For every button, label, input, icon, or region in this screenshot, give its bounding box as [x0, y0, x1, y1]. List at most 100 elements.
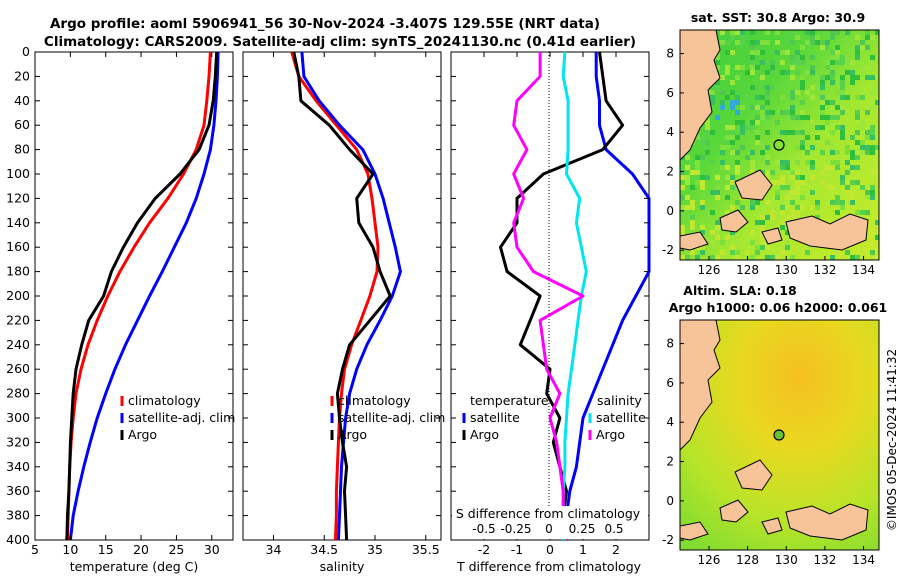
legend-salinity-title: salinity: [597, 393, 642, 408]
sst-pixel: [805, 250, 810, 255]
sst-pixel: [755, 40, 760, 45]
sst-pixel: [795, 175, 800, 180]
sst-pixel: [720, 105, 725, 110]
sst-pixel: [810, 175, 815, 180]
sst-pixel: [685, 180, 690, 185]
sst-pixel: [830, 140, 835, 145]
sst-pixel: [680, 175, 685, 180]
sst-pixel: [760, 110, 765, 115]
xtick-label: 20: [133, 542, 149, 557]
sst-pixel: [760, 105, 765, 110]
sst-pixel: [745, 70, 750, 75]
sst-pixel: [765, 215, 770, 220]
sst-pixel: [815, 85, 820, 90]
legend-argo: Argo: [128, 427, 157, 442]
sst-pixel: [810, 95, 815, 100]
sst-pixel: [695, 160, 700, 165]
sst-pixel: [835, 45, 840, 50]
sst-pixel: [750, 85, 755, 90]
sst-pixel: [730, 35, 735, 40]
sst-pixel: [760, 95, 765, 100]
sst-pixel: [825, 255, 830, 260]
sst-pixel: [805, 115, 810, 120]
sst-pixel: [700, 180, 705, 185]
sst-pixel: [765, 130, 770, 135]
sst-pixel: [870, 150, 875, 155]
sst-pixel: [850, 75, 855, 80]
sst-pixel: [830, 80, 835, 85]
sst-pixel: [810, 30, 815, 35]
map-ytick-label: 6: [666, 376, 674, 390]
sst-pixel: [860, 150, 865, 155]
sst-pixel: [825, 100, 830, 105]
sst-pixel: [795, 180, 800, 185]
sst-pixel: [755, 85, 760, 90]
sst-pixel: [870, 55, 875, 60]
sst-pixel: [860, 255, 865, 260]
sst-pixel: [735, 160, 740, 165]
sst-pixel: [730, 235, 735, 240]
sst-pixel: [860, 250, 865, 255]
sst-pixel: [785, 230, 790, 235]
sst-pixel: [715, 235, 720, 240]
sst-pixel: [730, 80, 735, 85]
sst-pixel: [750, 70, 755, 75]
sst-pixel: [850, 195, 855, 200]
sst-pixel: [730, 245, 735, 250]
sst-pixel: [725, 125, 730, 130]
sst-pixel: [735, 40, 740, 45]
sst-pixel: [840, 180, 845, 185]
sst-pixel: [755, 120, 760, 125]
sst-pixel: [830, 130, 835, 135]
sst-pixel: [685, 255, 690, 260]
sst-pixel: [770, 180, 775, 185]
sst-pixel: [830, 145, 835, 150]
sst-pixel: [855, 95, 860, 100]
sst-pixel: [830, 60, 835, 65]
sst-pixel: [785, 245, 790, 250]
sst-pixel: [840, 105, 845, 110]
sst-pixel: [700, 155, 705, 160]
sla-map: [680, 320, 879, 550]
sst-pixel: [840, 85, 845, 90]
sst-pixel: [690, 205, 695, 210]
sst-pixel: [855, 125, 860, 130]
ytick-label: 220: [6, 312, 30, 327]
sst-pixel: [865, 235, 870, 240]
sst-pixel: [760, 155, 765, 160]
sst-pixel: [820, 75, 825, 80]
sst-pixel: [825, 45, 830, 50]
xtick-label: 1: [579, 542, 587, 557]
sst-pixel: [860, 145, 865, 150]
sst-pixel: [725, 175, 730, 180]
sst-pixel: [735, 240, 740, 245]
land-mindanao: [680, 320, 721, 451]
sst-pixel: [850, 135, 855, 140]
s-tick-5: 0.5: [604, 522, 623, 536]
ytick-label: 160: [6, 239, 30, 254]
sla-argo-marker: [773, 429, 785, 441]
sst-pixel: [700, 205, 705, 210]
sst-pixel: [725, 210, 730, 215]
sst-pixel: [755, 50, 760, 55]
sst-pixel: [790, 190, 795, 195]
salinity-xlabel: salinity: [320, 559, 365, 574]
sst-pixel: [860, 40, 865, 45]
sst-pixel: [800, 80, 805, 85]
ytick-label: 100: [6, 166, 30, 181]
sst-pixel: [805, 135, 810, 140]
sst-pixel: [780, 180, 785, 185]
sst-pixel: [815, 40, 820, 45]
sst-pixel: [695, 155, 700, 160]
sst-pixel: [790, 105, 795, 110]
land-island-c: [761, 227, 783, 245]
sst-pixel: [740, 35, 745, 40]
sst-pixel: [790, 55, 795, 60]
sst-pixel: [725, 140, 730, 145]
sst-pixel: [850, 70, 855, 75]
sst-pixel: [875, 145, 879, 150]
map-ytick-label: 8: [666, 47, 674, 61]
sst-pixel: [720, 150, 725, 155]
sst-pixel: [715, 175, 720, 180]
sst-pixel: [765, 175, 770, 180]
